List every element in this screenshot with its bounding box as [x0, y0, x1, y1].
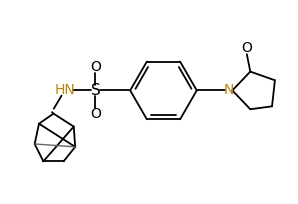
- Text: HN: HN: [55, 83, 75, 98]
- Text: O: O: [241, 41, 252, 55]
- Text: O: O: [90, 60, 101, 74]
- Text: O: O: [90, 106, 101, 121]
- Text: S: S: [91, 83, 100, 98]
- Text: N: N: [224, 83, 234, 98]
